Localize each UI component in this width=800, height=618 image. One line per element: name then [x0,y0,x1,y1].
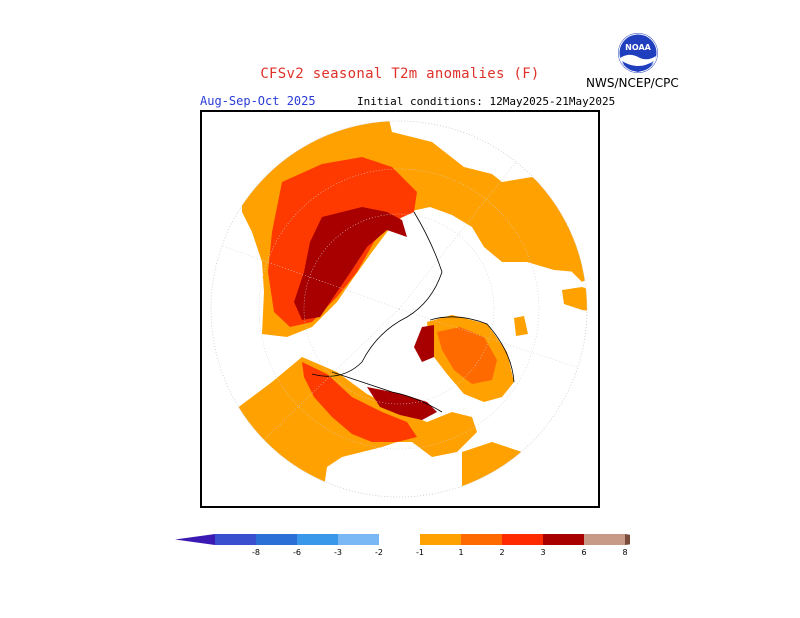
noaa-logo-icon: NOAA [618,33,658,73]
colorbar-tick-label: 2 [499,548,504,557]
colorbar-arrow-left [175,534,215,545]
colorbar-tick-label: 6 [581,548,586,557]
colorbar-swatch [215,534,256,545]
colorbar-swatch [502,534,543,545]
forecast-period: Aug-Sep-Oct 2025 [200,94,316,108]
colorbar-swatch [420,534,461,545]
initial-conditions: Initial conditions: 12May2025-21May2025 [357,95,616,108]
agency-label: NWS/NCEP/CPC [586,76,679,90]
colorbar-tick-label: 1 [458,548,463,557]
colorbar-swatch [584,534,625,545]
colorbar-swatch [338,534,379,545]
anomaly-taymyr [294,207,407,320]
colorbar-swatch [256,534,297,545]
colorbar-swatch [543,534,584,545]
noaa-logo-text: NOAA [625,43,651,52]
colorbar-tick-label: -8 [252,548,260,557]
colorbar-tick-label: 3 [540,548,545,557]
colorbar-swatch [461,534,502,545]
colorbar-tick-label: -3 [334,548,342,557]
colorbar-tick-label: 8 [622,548,627,557]
colorbar-tick-label: -2 [375,548,383,557]
colorbar-arrow-right [625,534,630,545]
chart-title: CFSv2 seasonal T2m anomalies (F) [260,66,540,82]
colorbar-tick-label: -1 [416,548,424,557]
colorbar-swatch [297,534,338,545]
anomaly-map [200,110,600,508]
colorbar-tick-label: -6 [293,548,301,557]
colorbar: -8 -6 -3 -2 -1 1 2 3 6 8 [175,534,630,557]
anomaly-europe [477,202,587,282]
colorbar-swatch [379,534,420,545]
